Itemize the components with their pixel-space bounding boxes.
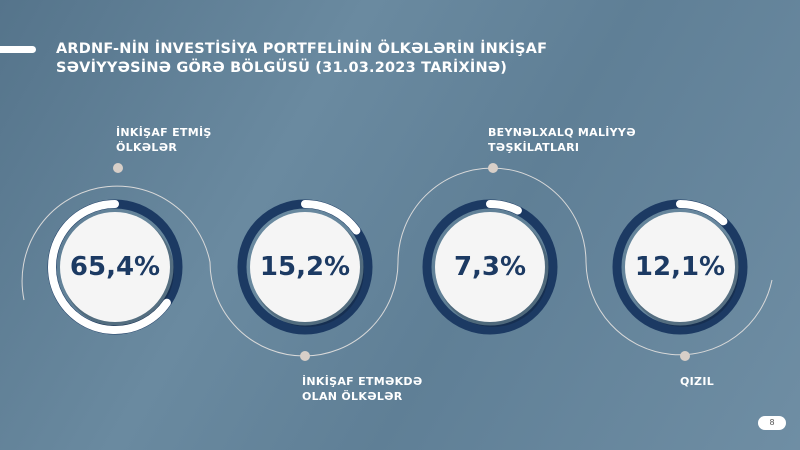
ring-value-arc-developed xyxy=(48,200,171,334)
connector-dot-intl-financial xyxy=(488,163,498,173)
ring-value-arc-developing xyxy=(301,200,361,235)
title-line-2: SƏVİYYƏSİNƏ GÖRƏ BÖLGÜSÜ (31.03.2023 TAR… xyxy=(56,60,508,76)
connector-dot-developing xyxy=(300,351,310,361)
page-number: 8 xyxy=(758,416,786,430)
label-gold: QIZIL xyxy=(680,375,715,388)
ring-value-arc-intl-financial xyxy=(486,199,522,215)
title-line-1: ARDNF-NİN İNVESTİSİYA PORTFELİNİN ÖLKƏLƏ… xyxy=(56,41,548,57)
disc-developing xyxy=(250,212,360,322)
label-developed: İNKİŞAF ETMİŞ ÖLKƏLƏR xyxy=(116,126,212,154)
value-label-gold: 12,1% xyxy=(634,252,726,282)
value-label-developing: 15,2% xyxy=(259,252,351,282)
disc-gold xyxy=(625,212,735,322)
disc-developed xyxy=(60,212,170,322)
disc-intl-financial xyxy=(435,212,545,322)
label-developing: İNKİŞAF ETMƏKDƏ OLAN ÖLKƏLƏR xyxy=(302,375,423,403)
value-label-intl-financial: 7,3% xyxy=(453,252,527,282)
title-accent-bar xyxy=(0,46,36,53)
connector-dot-gold xyxy=(680,351,690,361)
connector-curve xyxy=(21,167,773,357)
ring-value-arc-gold xyxy=(676,199,728,226)
connector-dot-developed xyxy=(113,163,123,173)
page-title: ARDNF-NİN İNVESTİSİYA PORTFELİNİN ÖLKƏLƏ… xyxy=(56,40,547,78)
value-label-developed: 65,4% xyxy=(69,252,161,282)
label-intl-financial: BEYNƏLXALQ MALİYYƏ TƏŞKİLATLARI xyxy=(488,126,636,154)
